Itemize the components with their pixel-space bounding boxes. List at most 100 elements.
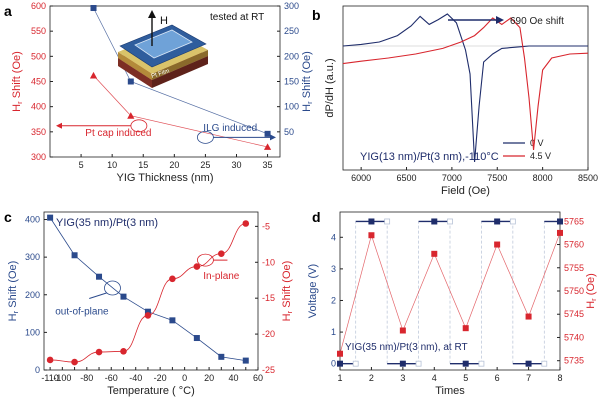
y-axis-label: dP/dH (a.u.) — [324, 58, 336, 117]
axis-label: Hr Shift (Oe) — [7, 261, 20, 322]
x-axis-label: Field (Oe) — [441, 185, 490, 197]
pt-cap-point — [89, 71, 98, 79]
y-tick-label: 500 — [31, 51, 46, 61]
y2-tick-label: 200 — [284, 51, 299, 61]
series-line-0 — [342, 13, 588, 163]
ilg-arrowhead — [270, 134, 276, 141]
y-tick-label: 4 — [331, 232, 336, 242]
legend-label-0: 0 V — [530, 138, 544, 148]
hr-point — [462, 325, 469, 332]
oop-point — [218, 353, 225, 360]
y2-tick-label: 5745 — [564, 309, 584, 319]
shift-arrowhead — [496, 16, 504, 24]
panel-c-chart: -110-100-80-60-40-200204060-90-70-50-30-… — [7, 211, 294, 397]
hr-point — [525, 313, 532, 320]
series-line-0 — [49, 217, 246, 361]
x-tick-label: 10 — [107, 160, 117, 170]
legend-label-1: 4.5 V — [530, 151, 551, 161]
axis-label: Hr Shift (Oe) — [11, 51, 24, 112]
ilg-point — [127, 78, 134, 85]
y2-tick-label: 5735 — [564, 356, 584, 366]
y-tick-label: 300 — [31, 152, 46, 162]
voltage-open-marker — [509, 218, 516, 225]
x-tick-label: -60 — [105, 373, 118, 383]
oop-point — [71, 252, 78, 259]
panel-b-chart: 6000 6500 7000 7500 8000 8500 Field (Oe) dP/dH … — [324, 5, 598, 197]
series-line-1 — [342, 17, 589, 151]
x-tick-label: -100 — [53, 373, 71, 383]
y2-tick-label: 5765 — [564, 216, 584, 226]
hr-point — [337, 350, 343, 357]
y2-tick-label: 150 — [284, 77, 299, 87]
panel-a-label: a — [4, 3, 12, 19]
x-tick-label: 15 — [138, 160, 148, 170]
sample-label: YIG(13 nm)/Pt(3 nm),-110°C — [360, 151, 499, 163]
hr-point — [368, 232, 375, 239]
ip-point — [95, 348, 103, 356]
pt-cap-point — [263, 143, 272, 150]
voltage-point — [557, 218, 563, 225]
y2-tick-label: 5750 — [564, 286, 584, 296]
pt-cap-arrowhead — [56, 122, 62, 129]
x-tick-label: 7000 — [442, 173, 462, 183]
ip-point — [144, 312, 152, 319]
hr-point — [399, 327, 406, 334]
x-tick-label: 3 — [400, 373, 405, 383]
oop-point — [242, 357, 249, 364]
panel-c-label: c — [4, 209, 12, 225]
y2-tick-label: 50 — [284, 127, 294, 137]
ip-label: In-plane — [203, 271, 240, 282]
y-tick-label: 400 — [31, 102, 46, 112]
voltage-point — [525, 360, 532, 367]
oop-point — [96, 273, 103, 280]
oop-point — [169, 317, 176, 324]
ip-point — [218, 250, 225, 257]
y-tick-label: 350 — [31, 127, 46, 137]
y2-tick-label: -20 — [262, 329, 275, 339]
field-h-label: H — [160, 15, 168, 27]
oop-arrow — [89, 292, 107, 299]
ip-point — [46, 356, 54, 364]
y-tick-label: 100 — [25, 327, 40, 337]
y-tick-label: 550 — [31, 26, 46, 36]
y-tick-label: 0 — [35, 365, 40, 375]
hr-point — [494, 241, 501, 248]
x-tick-label: 8000 — [533, 173, 553, 183]
y2-tick-label: 300 — [284, 1, 299, 11]
voltage-point — [368, 218, 375, 225]
voltage-open-marker — [384, 218, 391, 225]
x-tick-label: -80 — [80, 373, 93, 383]
voltage-open-marker — [541, 360, 548, 367]
axis-label: Hr Shift (Oe) — [281, 261, 294, 322]
voltage-open-marker — [447, 218, 453, 225]
oop-point — [120, 293, 127, 300]
ip-ellipse — [197, 253, 214, 267]
plot-frame — [342, 5, 589, 171]
voltage-open-marker — [415, 360, 422, 367]
voltage-open-marker — [478, 360, 485, 367]
voltage-point — [337, 360, 343, 367]
voltage-point — [399, 360, 406, 367]
ilg-label: ILG induced — [203, 123, 257, 134]
y-tick-label: 450 — [31, 77, 46, 87]
panel-d-chart: 1 2 3 4 5 6 7 801234573557405745575057555760576… — [307, 211, 598, 397]
y2-tick-label: 5760 — [564, 240, 584, 250]
voltage-open-marker — [352, 360, 359, 367]
pt-film-label: Pt Film — [151, 68, 171, 79]
panel-b-label: b — [312, 7, 321, 23]
x-tick-label: 60 — [253, 373, 263, 383]
voltage-point — [494, 218, 501, 225]
x-tick-label: -40 — [129, 373, 142, 383]
y-tick-label: 2 — [331, 295, 336, 305]
y2-tick-label: -10 — [262, 257, 275, 267]
x-tick-label: 2 — [369, 373, 374, 383]
x-tick-label: 6500 — [397, 173, 417, 183]
y-tick-label: 200 — [25, 290, 40, 300]
x-tick-label: 20 — [204, 373, 214, 383]
y-tick-label: 300 — [25, 252, 40, 262]
x-tick-label: -20 — [154, 373, 167, 383]
y2-tick-label: 100 — [284, 102, 299, 112]
y2-tick-label: 5755 — [564, 263, 584, 273]
x-tick-label: 7500 — [487, 173, 507, 183]
